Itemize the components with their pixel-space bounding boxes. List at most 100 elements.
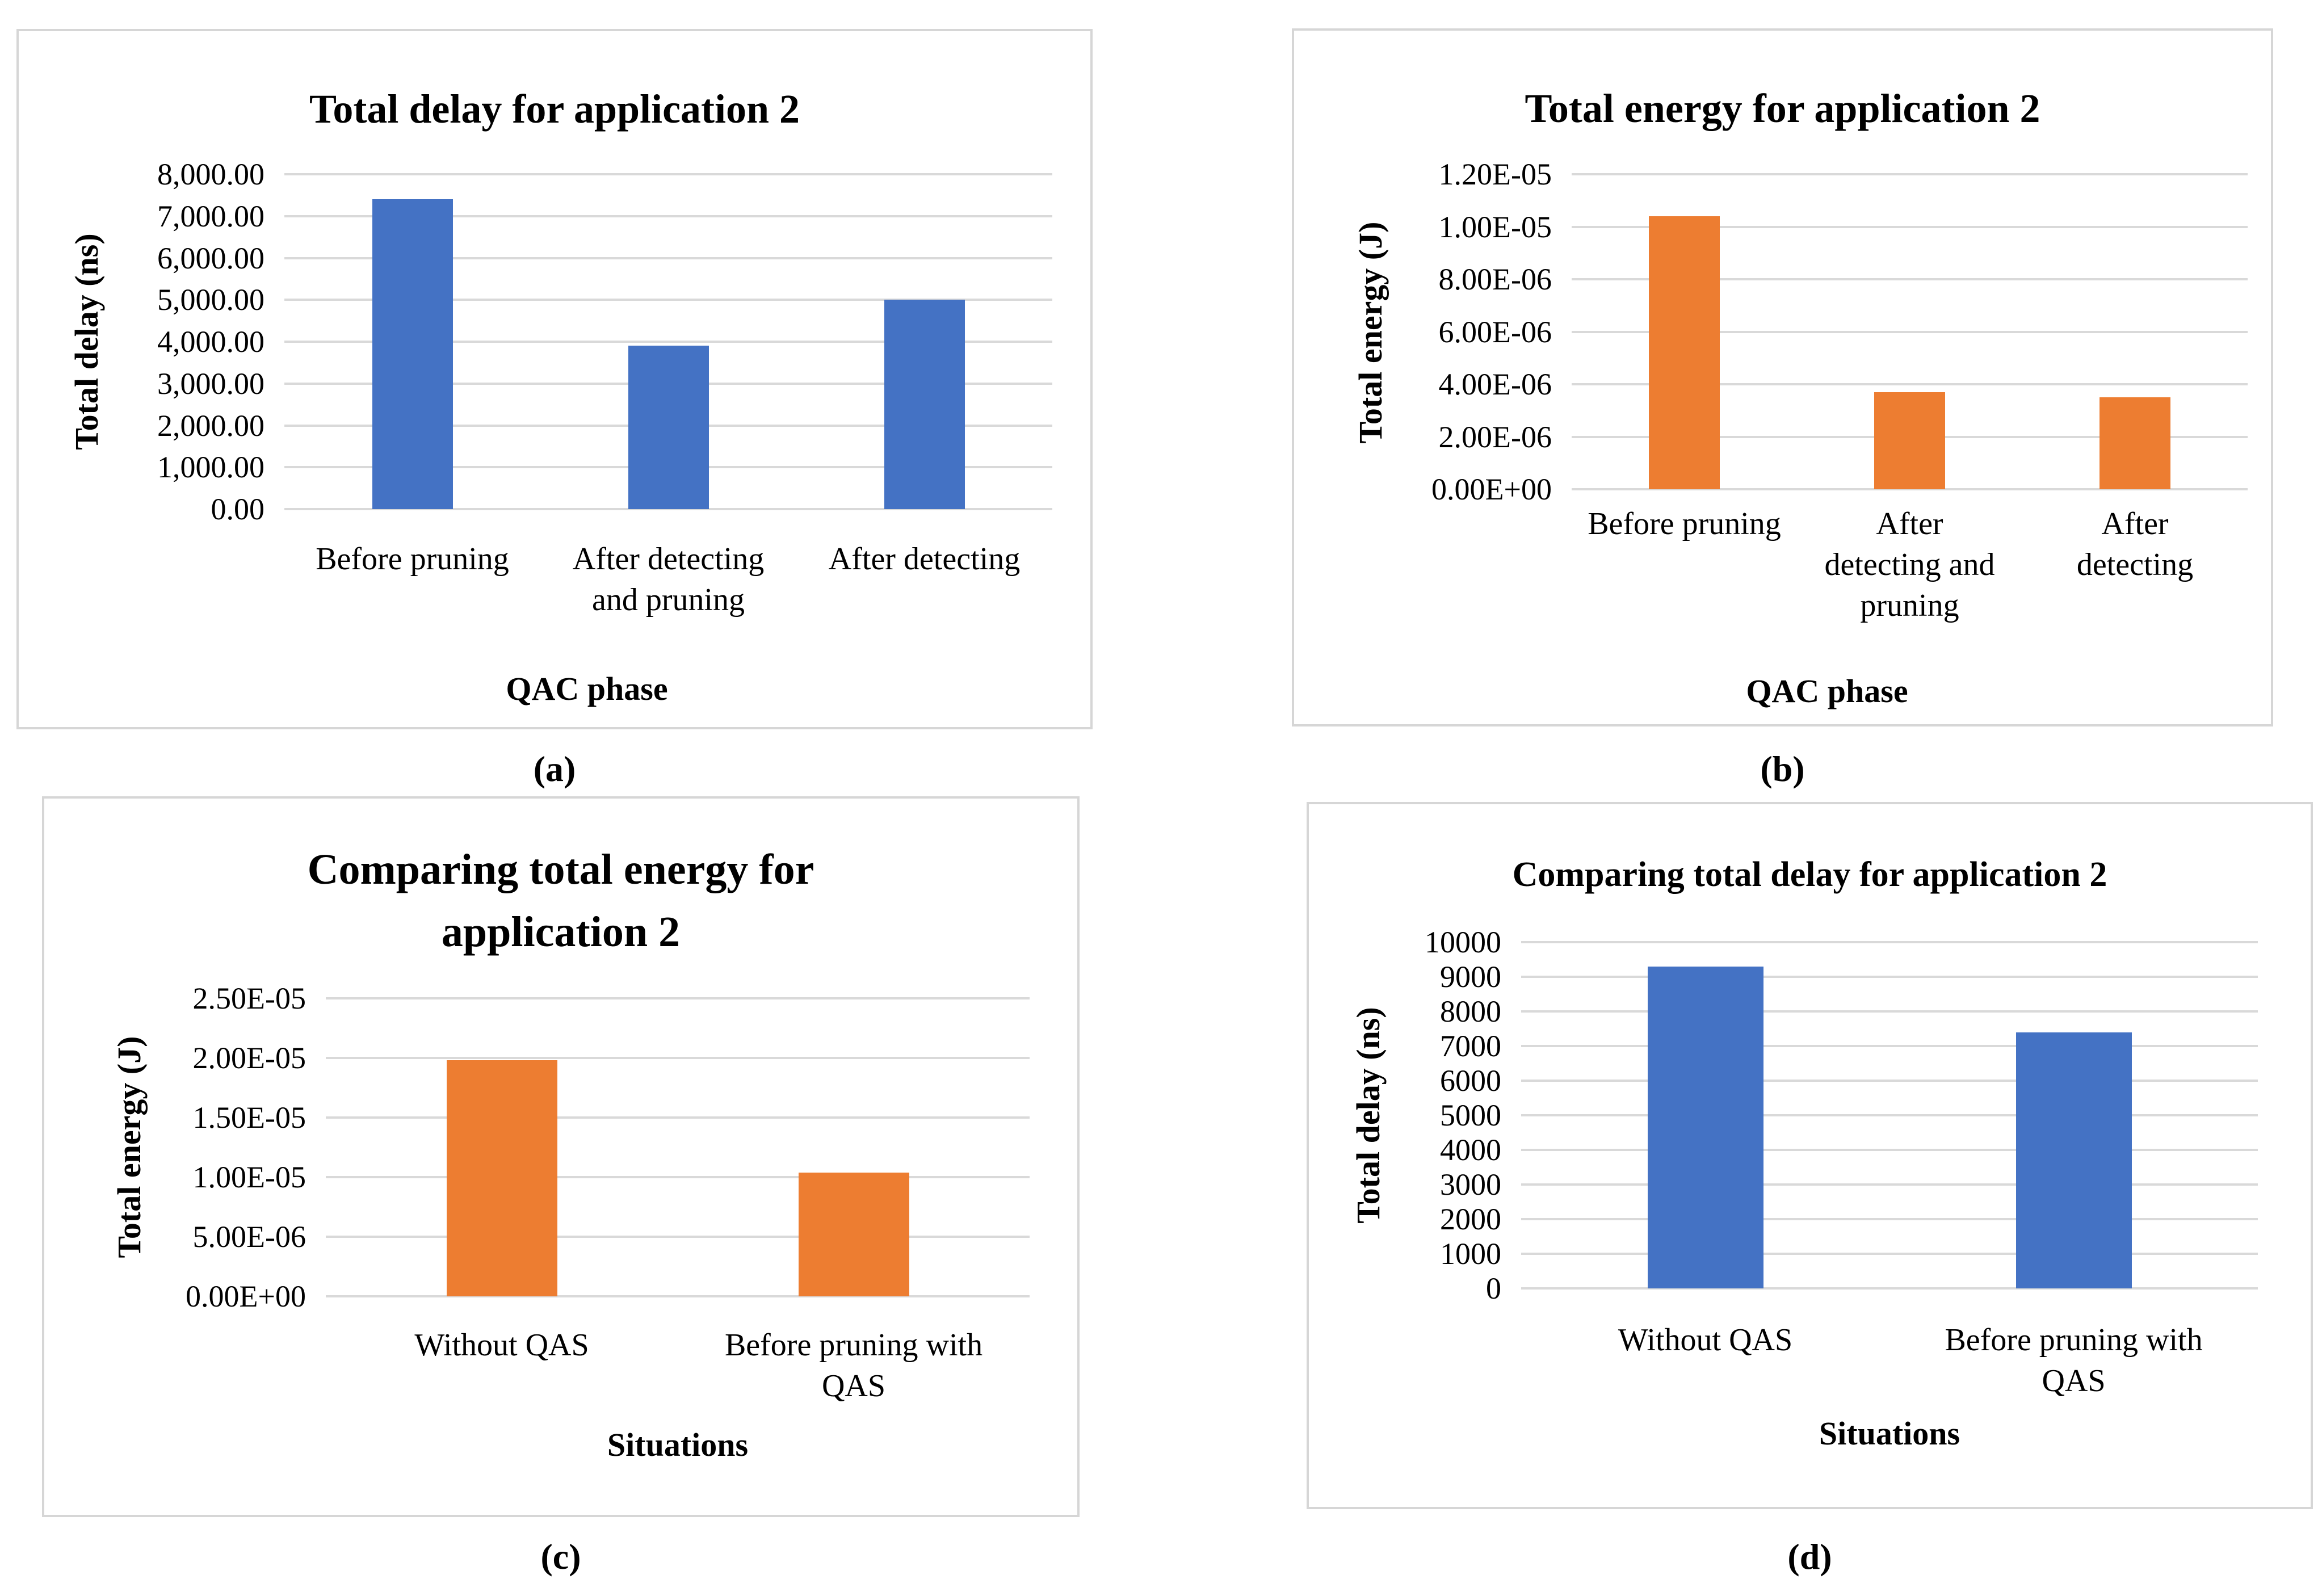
gridline [1521,1045,2258,1047]
bar [1648,967,1763,1288]
category-label: Before pruning [1588,506,1781,541]
gridline [1521,1183,2258,1186]
y-tick-label: 6,000.00 [157,241,264,275]
bar [884,300,965,509]
chart-panel-d: Comparing total delay for application 2 … [1307,802,2313,1509]
y-axis-title: Total energy (J) [1352,221,1389,444]
category-label: After detecting [828,541,1021,577]
bar [372,199,453,509]
y-tick-label: 1.20E-05 [1438,157,1552,191]
bar [2016,1032,2132,1288]
y-tick-label: 0.00 [211,492,265,526]
gridline [1521,1080,2258,1082]
y-tick-label: 9000 [1440,960,1501,994]
bar [799,1173,909,1296]
gridline [1521,1253,2258,1255]
y-tick-label: 6.00E-06 [1438,314,1552,349]
chart-title: Comparing total energy for application 2 [307,846,814,956]
chart-title: Total delay for application 2 [309,86,800,132]
y-axis-title: Total delay (ns) [68,233,105,450]
y-tick-label: 3,000.00 [157,366,264,401]
category-label: Before pruning with QAS [1945,1322,2203,1398]
gridline [1521,1287,2258,1290]
gridline [1572,225,2248,228]
gridline [1521,1218,2258,1220]
y-tick-label: 1,000.00 [157,450,264,485]
gridline [1572,330,2248,333]
x-axis-title: Situations [607,1426,749,1463]
y-tick-label: 4,000.00 [157,325,264,359]
y-tick-label: 2.00E-06 [1438,419,1552,454]
plot-area: 2.50E-05 2.00E-05 1.50E-05 1.00E-05 5.00E-06… [186,981,1030,1404]
gridline [326,1057,1030,1059]
gridline [1521,1010,2258,1013]
y-tick-label: 1.00E-05 [192,1160,306,1194]
gridline [326,1176,1030,1178]
plot-area: 10000 9000 8000 7000 6000 5000 4000 3000 2000 100… [1425,925,2258,1398]
gridline [284,299,1052,301]
bar [1649,216,1720,489]
y-tick-label: 5,000.00 [157,283,264,317]
chart-panel-c: Comparing total energy for application 2… [42,796,1080,1517]
gridline [1572,173,2248,175]
y-tick-label: 7000 [1440,1029,1501,1063]
y-tick-label: 8.00E-06 [1438,262,1552,296]
plot-area: 1.20E-05 1.00E-05 8.00E-06 6.00E-06 4.00E-06… [1431,157,2248,623]
y-tick-label: 1.00E-05 [1438,209,1552,244]
category-label: Before pruning with QAS [724,1328,983,1404]
y-tick-label: 8000 [1440,994,1501,1028]
y-tick-label: 6000 [1440,1064,1501,1098]
category-label: After detecting [2076,506,2194,582]
panel-caption-c: (c) [540,1536,581,1577]
y-tick-label: 1000 [1440,1237,1501,1271]
gridline [284,215,1052,217]
gridline [326,1236,1030,1238]
y-tick-label: 5000 [1440,1098,1501,1132]
y-tick-label: 2000 [1440,1202,1501,1236]
y-tick-label: 2.00E-05 [192,1041,306,1075]
panel-caption-b: (b) [1760,749,1805,789]
y-tick-label: 5.00E-06 [192,1220,306,1254]
gridline [1521,976,2258,978]
gridline [326,1116,1030,1119]
x-axis-title: QAC phase [506,670,668,707]
category-label: Before pruning [316,541,509,577]
gridline [326,1295,1030,1297]
chart-title: Total energy for application 2 [1525,86,2040,131]
chart-title: Comparing total delay for application 2 [1512,855,2107,894]
chart-panel-b: Total energy for application 2 Total ene… [1292,28,2273,726]
category-label: Without QAS [414,1328,589,1363]
gridline [326,997,1030,999]
x-axis-title: Situations [1819,1415,1960,1452]
gridline [1572,278,2248,280]
gridline [284,341,1052,343]
gridline [1521,1149,2258,1151]
y-tick-label: 1.50E-05 [192,1101,306,1135]
plot-area: 8,000.00 7,000.00 6,000.00 5,000.00 4,000.00… [157,157,1052,618]
panel-caption-a: (a) [533,749,576,789]
y-tick-label: 3000 [1440,1167,1501,1202]
category-label: After detecting and pruning [572,541,765,618]
gridline [1521,1114,2258,1116]
gridline [284,257,1052,259]
bar [2100,397,2170,489]
bar [447,1060,557,1296]
y-tick-label: 0 [1486,1271,1501,1305]
panel-caption-d: (d) [1787,1536,1832,1577]
bar [628,346,709,509]
y-tick-label: 10000 [1425,925,1501,959]
bar [1874,392,1945,489]
chart-panel-a: Total delay for application 2 Total dela… [16,29,1093,729]
gridline [1572,383,2248,385]
gridline [1521,941,2258,943]
y-tick-label: 8,000.00 [157,157,264,191]
y-tick-label: 0.00E+00 [186,1279,306,1313]
y-tick-label: 7,000.00 [157,199,264,233]
y-tick-label: 2,000.00 [157,408,264,443]
y-axis-title: Total energy (J) [111,1036,148,1258]
x-axis-title: QAC phase [1746,673,1908,709]
category-label: After detecting and pruning [1824,506,1995,623]
y-tick-label: 4.00E-06 [1438,367,1552,401]
y-tick-label: 2.50E-05 [192,981,306,1015]
